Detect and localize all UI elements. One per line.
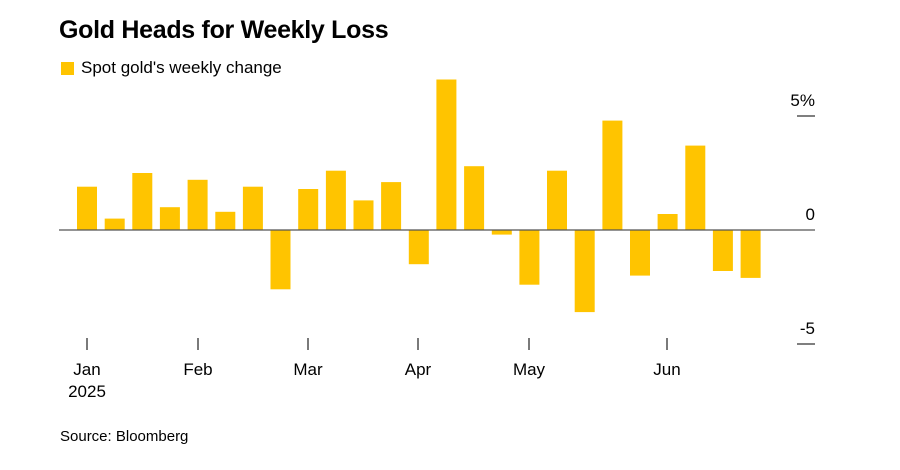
x-axis: Jan Feb Mar Apr May Jun 2025 bbox=[68, 338, 681, 401]
bar bbox=[657, 214, 678, 230]
x-tick-label: Jan bbox=[73, 360, 100, 379]
bar bbox=[685, 145, 706, 230]
bar bbox=[325, 170, 346, 230]
chart-title: Gold Heads for Weekly Loss bbox=[59, 16, 389, 44]
bar bbox=[215, 211, 236, 230]
bar bbox=[353, 200, 374, 230]
x-tick-label: Mar bbox=[293, 360, 323, 379]
bar bbox=[104, 218, 125, 230]
y-axis: 5% 0 -5 bbox=[790, 91, 815, 345]
bar bbox=[132, 173, 153, 230]
bar bbox=[159, 207, 180, 230]
bar bbox=[408, 230, 429, 265]
bar bbox=[491, 230, 512, 235]
bar bbox=[574, 230, 595, 313]
bar bbox=[187, 179, 208, 230]
legend: Spot gold's weekly change bbox=[61, 58, 282, 78]
bar bbox=[547, 170, 567, 230]
bar bbox=[712, 230, 733, 271]
legend-swatch bbox=[61, 61, 74, 75]
source-note: Source: Bloomberg bbox=[60, 428, 189, 445]
bar bbox=[77, 186, 97, 230]
bar bbox=[381, 182, 402, 230]
bar bbox=[602, 120, 623, 230]
x-tick-label: May bbox=[513, 360, 546, 379]
bar bbox=[464, 166, 485, 230]
bar bbox=[436, 79, 457, 230]
y-tick-label: -5 bbox=[800, 319, 815, 338]
bar bbox=[298, 189, 319, 230]
x-tick-label: Jun bbox=[653, 360, 680, 379]
bars-group bbox=[77, 79, 761, 313]
bar bbox=[630, 230, 650, 276]
bar bbox=[270, 230, 291, 290]
y-tick-label: 0 bbox=[806, 205, 815, 224]
bar bbox=[242, 186, 263, 230]
y-tick-label: 5% bbox=[790, 91, 815, 110]
legend-label: Spot gold's weekly change bbox=[81, 58, 282, 77]
x-tick-label: Feb bbox=[183, 360, 212, 379]
bar bbox=[740, 230, 761, 278]
x-tick-year-label: 2025 bbox=[68, 382, 106, 401]
x-tick-label: Apr bbox=[405, 360, 432, 379]
bar bbox=[519, 230, 540, 285]
